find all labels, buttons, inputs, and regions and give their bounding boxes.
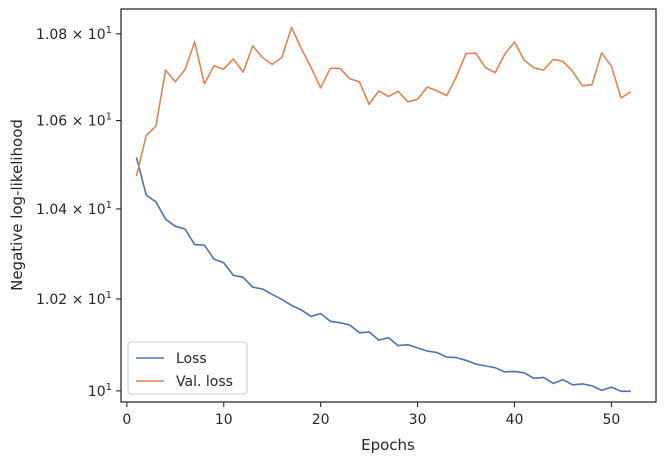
- x-tick-label: 20: [312, 412, 330, 428]
- y-tick-label: 101: [88, 382, 112, 400]
- y-axis-label: Negative log-likelihood: [8, 119, 26, 291]
- x-axis: 0 10 20 30 40 50: [122, 402, 620, 428]
- x-tick-label: 40: [506, 412, 524, 428]
- series-line-val-loss: [135, 26, 632, 177]
- y-tick-label: 1.02 × 101: [36, 290, 112, 308]
- series-layer: [135, 26, 632, 393]
- x-axis-label: Epochs: [361, 436, 415, 454]
- x-tick-label: 30: [409, 412, 427, 428]
- y-tick-label: 1.04 × 101: [36, 200, 112, 218]
- y-tick-label: 1.08 × 101: [36, 25, 112, 43]
- plot-frame: [120, 8, 657, 403]
- legend-label-loss: Loss: [176, 351, 207, 367]
- legend: Loss Val. loss: [127, 341, 248, 395]
- x-tick-label: 0: [122, 412, 131, 428]
- x-tick-label: 10: [215, 412, 233, 428]
- y-axis: 101 1.02 × 101 1.04 × 101 1.06 × 101 1.08 × …: [36, 25, 121, 400]
- legend-label-val-loss: Val. loss: [176, 374, 233, 390]
- y-tick-label: 1.06 × 101: [36, 112, 112, 130]
- series-line-loss: [135, 157, 631, 393]
- x-tick-label: 50: [603, 412, 621, 428]
